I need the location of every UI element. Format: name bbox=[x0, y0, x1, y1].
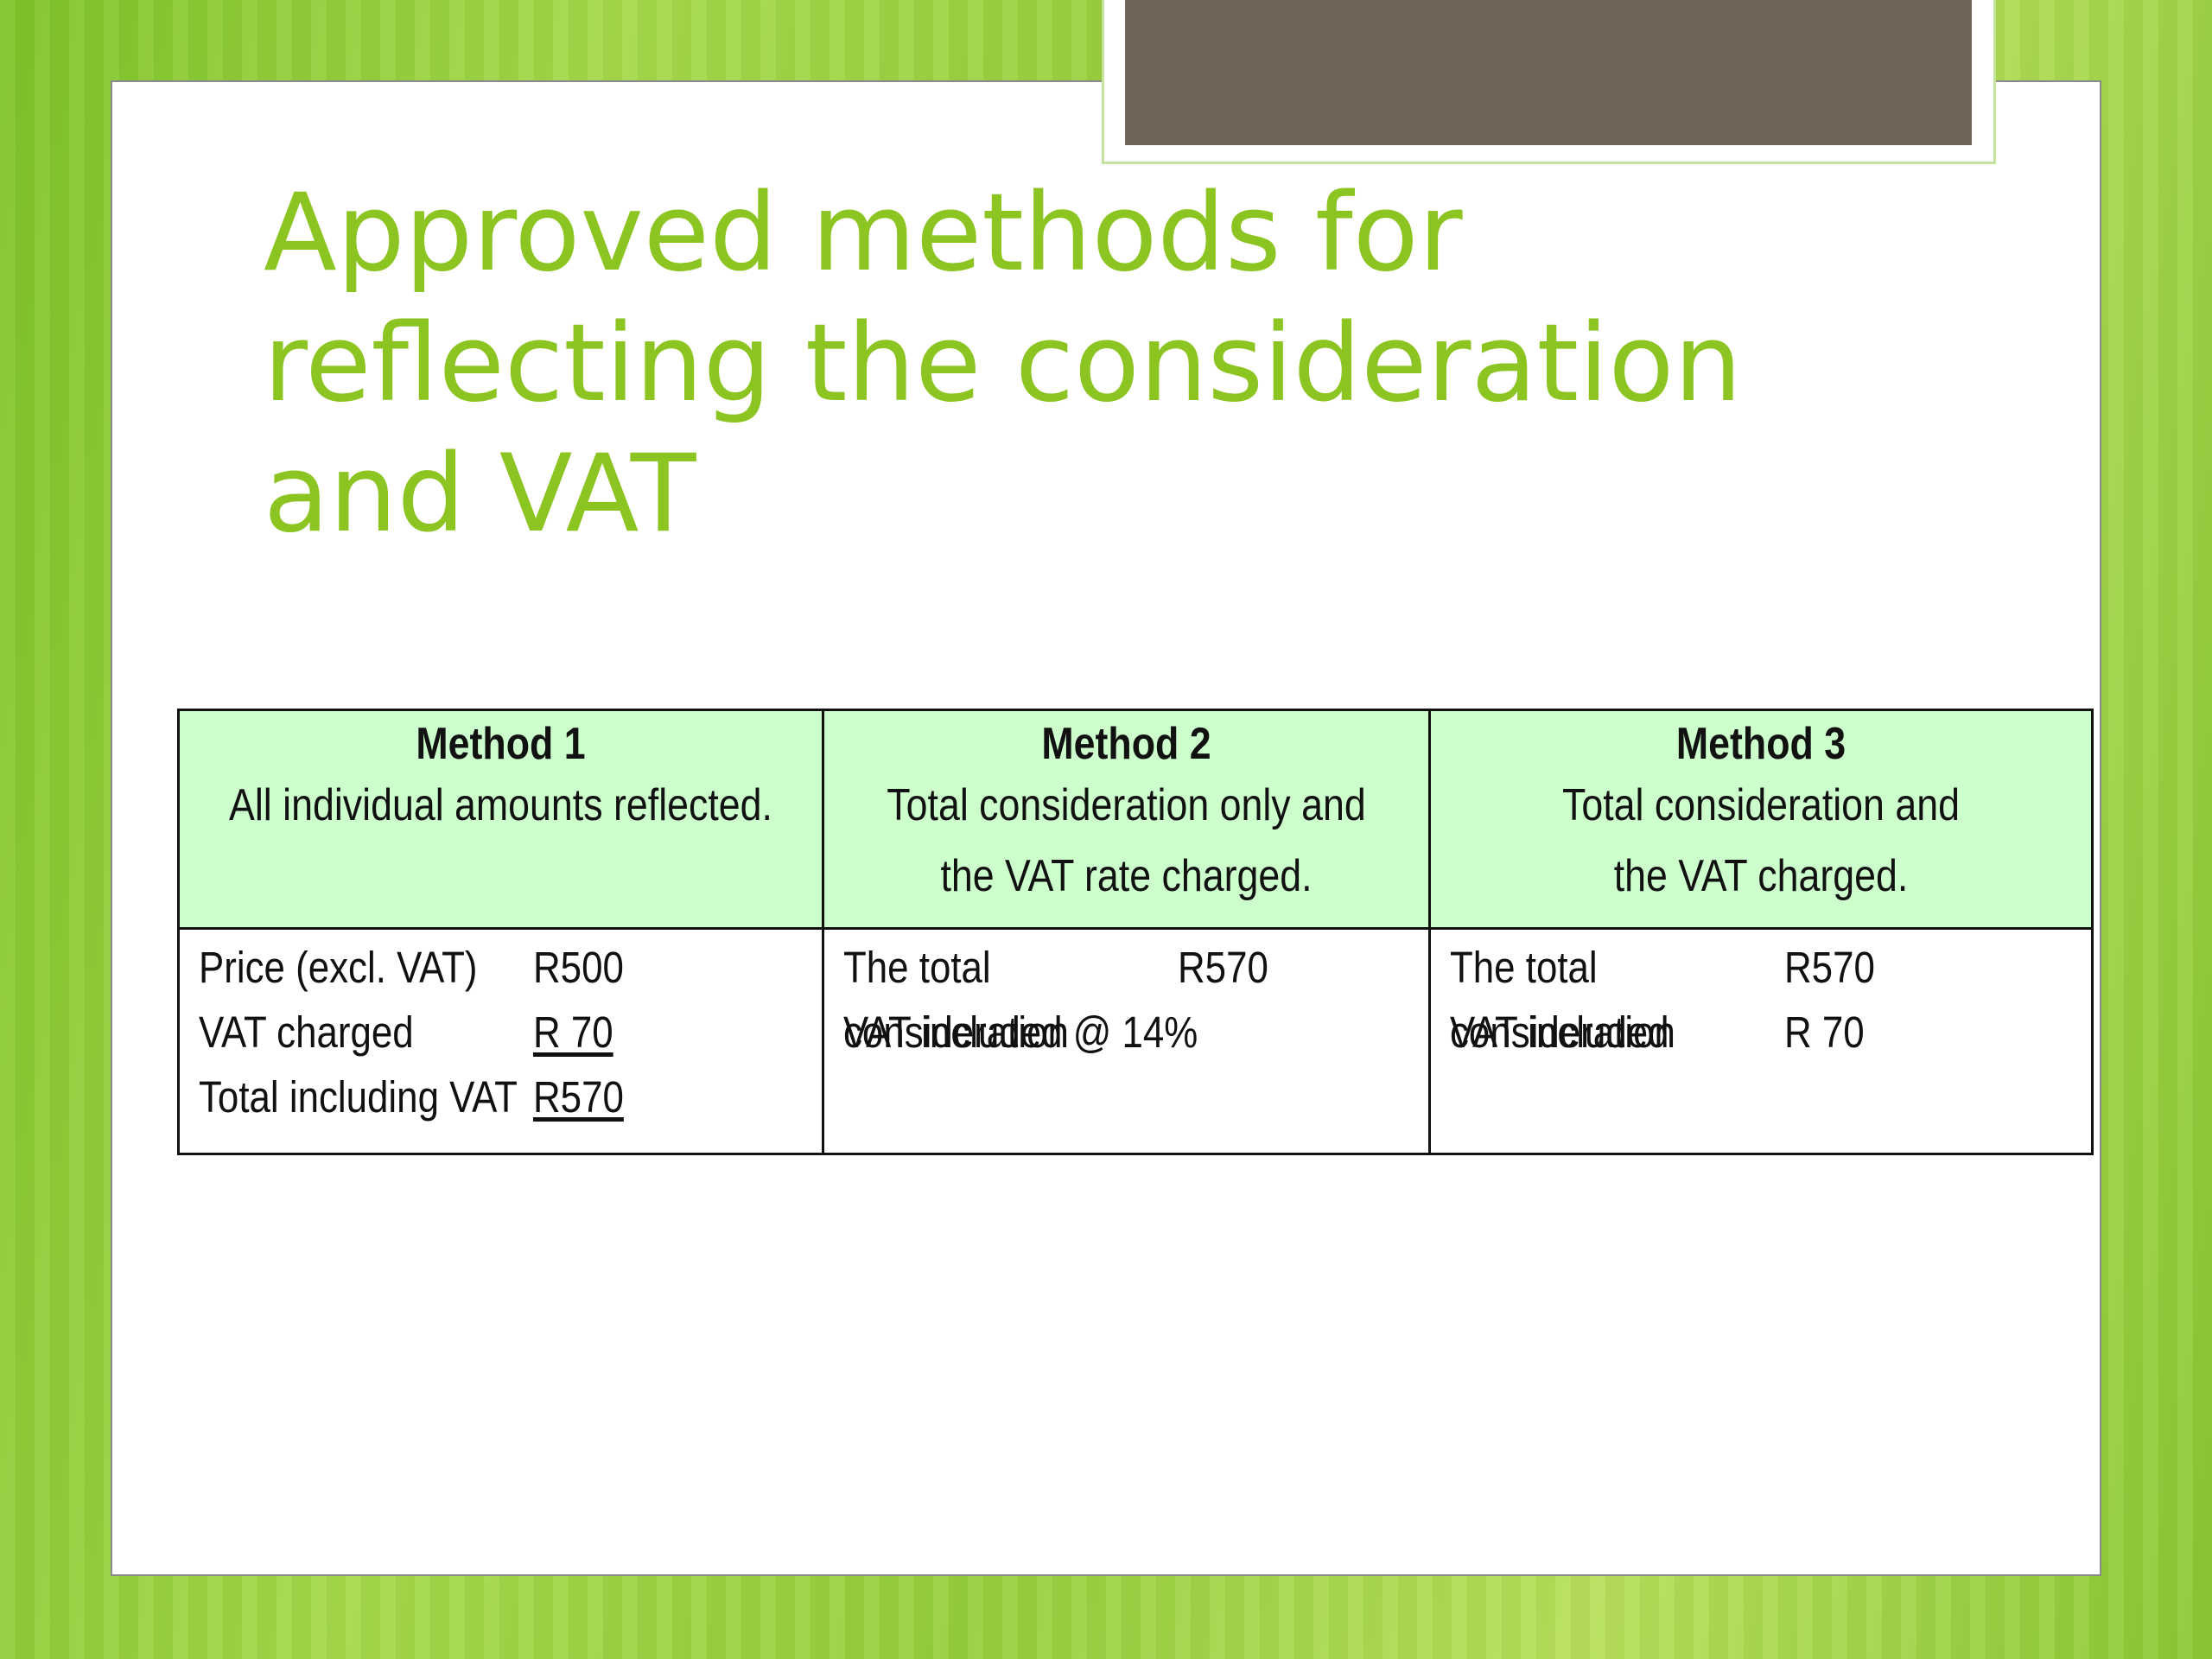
method-1-line-2-value: R 70 bbox=[533, 1007, 613, 1057]
table-body-row: Price (excl. VAT) R500 VAT charged R 70 … bbox=[177, 927, 2094, 1155]
method-1-header: Method 1 All individual amounts reflecte… bbox=[177, 709, 824, 930]
table-row: The total consideration R570 bbox=[843, 935, 1427, 1057]
method-3-line-1-label: The total consideration bbox=[1450, 943, 1675, 1057]
method-3-description: Total consideration and the VAT charged. bbox=[1562, 780, 1960, 901]
method-2-line-1-label: The total consideration bbox=[843, 943, 1069, 1057]
method-1-details: Price (excl. VAT) R500 VAT charged R 70 … bbox=[177, 927, 824, 1155]
method-3-line-2-label: VAT included bbox=[1450, 1007, 1669, 1057]
method-2-line-2-label: VAT included @ 14% bbox=[843, 1007, 1198, 1057]
method-3-header: Method 3 Total consideration and the VAT… bbox=[1428, 709, 2094, 930]
method-2-line-1-value: R570 bbox=[1178, 943, 1268, 992]
method-1-name: Method 1 bbox=[416, 719, 586, 769]
table-row: Price (excl. VAT) R500 bbox=[199, 935, 820, 1000]
method-1-line-2-label: VAT charged bbox=[199, 1007, 414, 1057]
method-3-line-2-value: R 70 bbox=[1784, 1007, 1865, 1057]
table-row: Total including VAT R570 bbox=[199, 1065, 820, 1129]
method-2-description: Total consideration only and the VAT rat… bbox=[887, 780, 1366, 901]
method-2-details: The total consideration R570 VAT include… bbox=[822, 927, 1431, 1155]
method-3-details: The total consideration R570 VAT include… bbox=[1428, 927, 2094, 1155]
method-1-line-1-value: R500 bbox=[533, 943, 624, 992]
table-row: VAT included R 70 bbox=[1450, 1000, 2089, 1065]
decorative-tab-block bbox=[1125, 0, 1972, 145]
method-1-description: All individual amounts reflected. bbox=[229, 780, 772, 830]
table-row: VAT charged R 70 bbox=[199, 1000, 820, 1065]
method-3-line-1-value: R570 bbox=[1784, 943, 1875, 992]
method-1-line-3-value: R570 bbox=[533, 1072, 624, 1122]
method-1-line-1-label: Price (excl. VAT) bbox=[199, 943, 478, 992]
method-2-name: Method 2 bbox=[1041, 719, 1211, 769]
method-3-name: Method 3 bbox=[1675, 719, 1847, 769]
method-1-line-3-label: Total including VAT bbox=[199, 1072, 518, 1122]
method-2-header: Method 2 Total consideration only and th… bbox=[822, 709, 1431, 930]
methods-table: Method 1 All individual amounts reflecte… bbox=[177, 709, 2094, 1155]
table-header-row: Method 1 All individual amounts reflecte… bbox=[177, 709, 2094, 930]
slide-title: Approved methods for reflecting the cons… bbox=[264, 171, 1742, 556]
table-row: The total consideration R570 bbox=[1450, 935, 2089, 1057]
table-row: VAT included @ 14% bbox=[843, 1000, 1427, 1065]
